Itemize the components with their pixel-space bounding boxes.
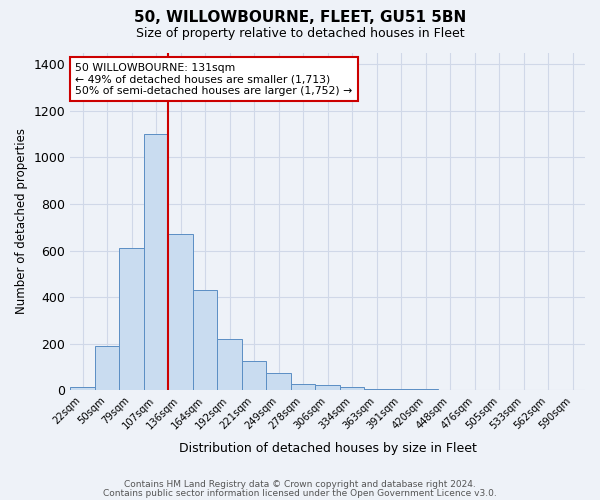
X-axis label: Distribution of detached houses by size in Fleet: Distribution of detached houses by size … xyxy=(179,442,476,455)
Text: Size of property relative to detached houses in Fleet: Size of property relative to detached ho… xyxy=(136,28,464,40)
Bar xyxy=(340,387,364,390)
Text: 50, WILLOWBOURNE, FLEET, GU51 5BN: 50, WILLOWBOURNE, FLEET, GU51 5BN xyxy=(134,10,466,25)
Bar xyxy=(364,388,389,390)
Text: Contains public sector information licensed under the Open Government Licence v3: Contains public sector information licen… xyxy=(103,488,497,498)
Y-axis label: Number of detached properties: Number of detached properties xyxy=(15,128,28,314)
Bar xyxy=(119,248,144,390)
Bar xyxy=(389,389,413,390)
Bar xyxy=(70,387,95,390)
Bar xyxy=(217,339,242,390)
Text: 50 WILLOWBOURNE: 131sqm
← 49% of detached houses are smaller (1,713)
50% of semi: 50 WILLOWBOURNE: 131sqm ← 49% of detache… xyxy=(76,62,353,96)
Bar xyxy=(169,234,193,390)
Bar xyxy=(242,362,266,390)
Bar xyxy=(95,346,119,391)
Bar xyxy=(291,384,316,390)
Bar xyxy=(316,384,340,390)
Bar xyxy=(193,290,217,390)
Text: Contains HM Land Registry data © Crown copyright and database right 2024.: Contains HM Land Registry data © Crown c… xyxy=(124,480,476,489)
Bar xyxy=(266,373,291,390)
Bar xyxy=(144,134,169,390)
